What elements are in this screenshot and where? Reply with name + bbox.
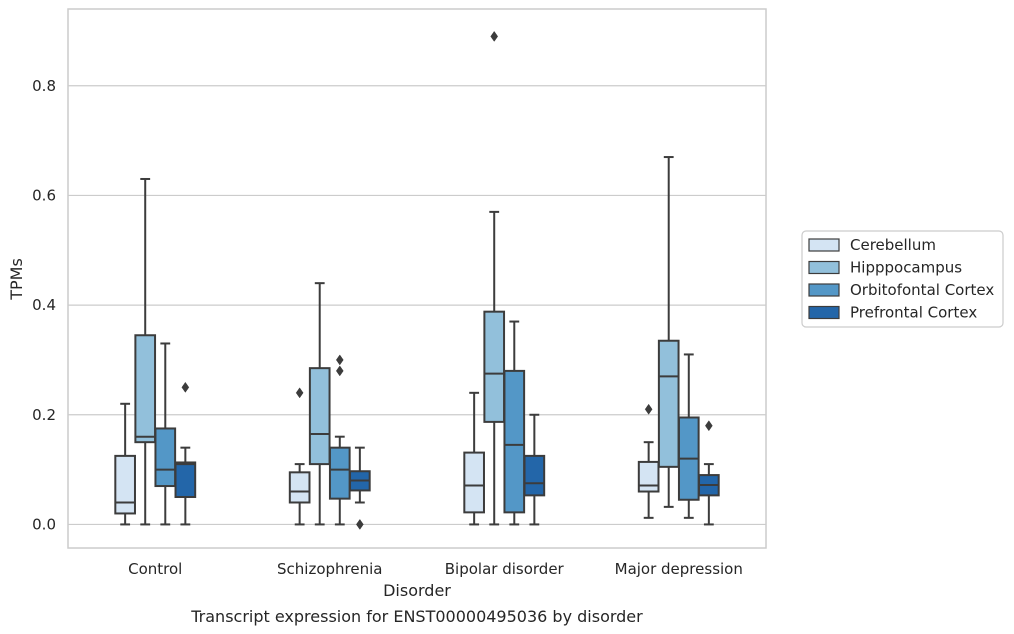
y-tick-label: 0.0 bbox=[32, 515, 56, 533]
legend-label: Orbitofontal Cortex bbox=[850, 281, 994, 299]
box-iqr bbox=[288, 471, 311, 504]
box-prefrontal-cortex bbox=[349, 446, 371, 530]
legend-swatch bbox=[808, 260, 840, 275]
box-iqr bbox=[134, 334, 157, 444]
outlier-point bbox=[490, 30, 499, 42]
box-iqr bbox=[483, 310, 506, 423]
y-tick-labels: 0.0 0.2 0.4 0.6 0.8 bbox=[32, 77, 56, 534]
x-tick-labels: Control Schizophrenia Bipolar disorder Majo… bbox=[128, 560, 743, 578]
box-orbitofontal-cortex bbox=[677, 353, 700, 519]
x-tick-label: Major depression bbox=[615, 560, 743, 578]
outlier-point bbox=[705, 420, 713, 432]
box-cerebellum bbox=[463, 391, 485, 526]
legend-swatch bbox=[808, 238, 840, 252]
box-iqr bbox=[657, 339, 680, 468]
x-tick-label: Schizophrenia bbox=[277, 560, 382, 578]
outlier-point bbox=[356, 518, 364, 530]
x-tick-label: Control bbox=[128, 560, 182, 578]
box-iqr bbox=[174, 461, 197, 499]
box-hipppocampus bbox=[657, 156, 680, 508]
y-tick-label: 0.8 bbox=[32, 77, 56, 95]
box-orbitofontal-cortex bbox=[503, 320, 526, 526]
outlier-point bbox=[335, 354, 344, 366]
box-iqr bbox=[637, 460, 660, 493]
outlier-point bbox=[335, 365, 344, 377]
outlier-point bbox=[181, 381, 190, 393]
x-axis-label: Disorder bbox=[383, 581, 451, 600]
x-tick-label: Bipolar disorder bbox=[445, 560, 565, 578]
box-iqr bbox=[523, 454, 546, 497]
legend-label: Cerebellum bbox=[850, 236, 936, 254]
box-hipppocampus bbox=[134, 177, 157, 526]
outlier-point bbox=[295, 387, 304, 399]
y-tick-label: 0.4 bbox=[32, 296, 56, 314]
box-cerebellum bbox=[288, 387, 311, 526]
box-iqr bbox=[308, 367, 331, 466]
box-cerebellum bbox=[637, 403, 660, 519]
gridlines bbox=[68, 85, 766, 526]
box-iqr bbox=[328, 446, 351, 500]
plot-frame bbox=[67, 8, 767, 549]
box-series bbox=[114, 30, 720, 530]
box-prefrontal-cortex bbox=[174, 381, 197, 526]
legend-swatch bbox=[808, 283, 840, 297]
y-axis-label: TPMs bbox=[7, 258, 26, 301]
box-prefrontal-cortex bbox=[523, 413, 546, 526]
box-hipppocampus bbox=[308, 282, 331, 526]
legend-label: Prefrontal Cortex bbox=[850, 304, 977, 322]
box-hipppocampus bbox=[483, 30, 506, 526]
box-prefrontal-cortex bbox=[698, 420, 720, 526]
y-tick-label: 0.2 bbox=[32, 406, 56, 424]
box-iqr bbox=[463, 451, 485, 514]
box-iqr bbox=[154, 427, 177, 488]
legend-frame bbox=[801, 230, 1004, 328]
y-tick-label: 0.6 bbox=[32, 186, 56, 204]
box-orbitofontal-cortex bbox=[154, 342, 177, 526]
outlier-point bbox=[644, 403, 653, 415]
legend: Cerebellum Hipppocampus Orbitofontal Corte… bbox=[801, 230, 1004, 328]
box-cerebellum bbox=[114, 402, 136, 526]
box-orbitofontal-cortex bbox=[328, 354, 351, 526]
box-iqr bbox=[114, 454, 136, 515]
box-iqr bbox=[503, 369, 526, 514]
legend-swatch bbox=[808, 305, 840, 320]
chart-caption: Transcript expression for ENST0000049503… bbox=[190, 607, 643, 626]
legend-label: Hipppocampus bbox=[850, 259, 962, 277]
